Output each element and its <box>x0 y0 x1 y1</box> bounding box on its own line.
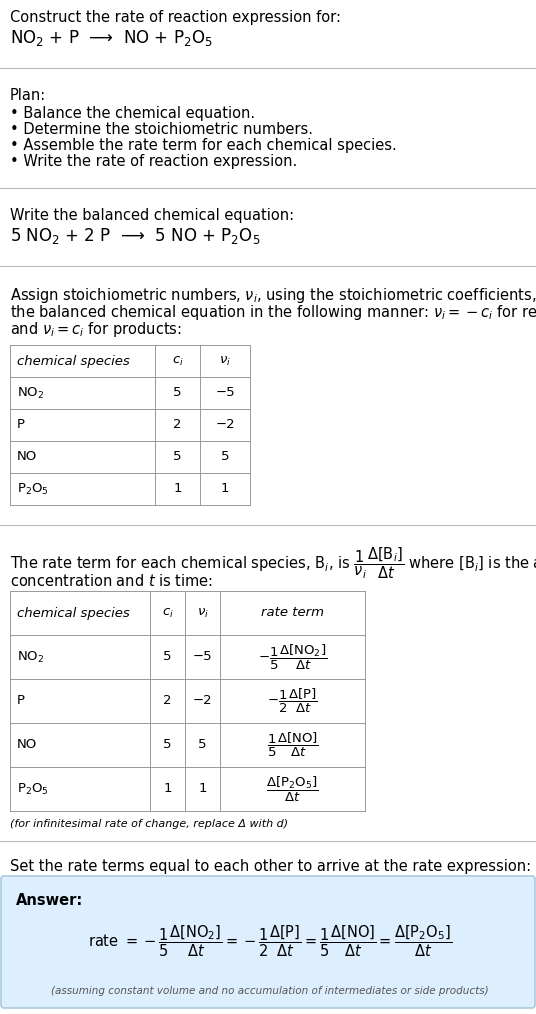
Text: NO$_2$: NO$_2$ <box>17 385 44 401</box>
Text: 2: 2 <box>163 695 172 708</box>
Text: Plan:: Plan: <box>10 88 46 103</box>
Text: NO: NO <box>17 450 37 463</box>
Text: −5: −5 <box>192 651 212 663</box>
Text: 5: 5 <box>198 738 207 751</box>
Text: rate term: rate term <box>261 606 324 620</box>
Text: P: P <box>17 695 25 708</box>
Text: concentration and $t$ is time:: concentration and $t$ is time: <box>10 573 213 589</box>
Text: NO$_2$ + P  ⟶  NO + P$_2$O$_5$: NO$_2$ + P ⟶ NO + P$_2$O$_5$ <box>10 28 213 48</box>
Text: 1: 1 <box>221 483 229 496</box>
Text: $\nu_i$: $\nu_i$ <box>197 606 209 620</box>
Text: The rate term for each chemical species, B$_i$, is $\dfrac{1}{\nu_i}\dfrac{\Delt: The rate term for each chemical species,… <box>10 545 536 581</box>
FancyBboxPatch shape <box>1 876 535 1008</box>
Text: 5 NO$_2$ + 2 P  ⟶  5 NO + P$_2$O$_5$: 5 NO$_2$ + 2 P ⟶ 5 NO + P$_2$O$_5$ <box>10 226 260 246</box>
Text: NO$_2$: NO$_2$ <box>17 649 44 664</box>
Text: $c_i$: $c_i$ <box>172 355 183 367</box>
Text: $\nu_i$: $\nu_i$ <box>219 355 231 367</box>
Text: Write the balanced chemical equation:: Write the balanced chemical equation: <box>10 208 294 223</box>
Text: the balanced chemical equation in the following manner: $\nu_i = -c_i$ for react: the balanced chemical equation in the fo… <box>10 303 536 322</box>
Text: P$_2$O$_5$: P$_2$O$_5$ <box>17 482 49 497</box>
Text: • Assemble the rate term for each chemical species.: • Assemble the rate term for each chemic… <box>10 138 397 153</box>
Text: 5: 5 <box>173 450 182 463</box>
Text: $\dfrac{\Delta[\mathrm{P_2O_5}]}{\Delta t}$: $\dfrac{\Delta[\mathrm{P_2O_5}]}{\Delta … <box>266 775 319 804</box>
Text: −2: −2 <box>192 695 212 708</box>
Text: • Write the rate of reaction expression.: • Write the rate of reaction expression. <box>10 154 297 169</box>
Text: Answer:: Answer: <box>16 893 83 908</box>
Text: 5: 5 <box>163 738 172 751</box>
Text: $-\dfrac{1}{5}\dfrac{\Delta[\mathrm{NO}_2]}{\Delta t}$: $-\dfrac{1}{5}\dfrac{\Delta[\mathrm{NO}_… <box>258 643 327 671</box>
Text: P$_2$O$_5$: P$_2$O$_5$ <box>17 782 49 797</box>
Text: 1: 1 <box>198 783 207 796</box>
Text: −5: −5 <box>215 386 235 400</box>
Text: Set the rate terms equal to each other to arrive at the rate expression:: Set the rate terms equal to each other t… <box>10 859 531 874</box>
Text: chemical species: chemical species <box>17 606 130 620</box>
Text: Construct the rate of reaction expression for:: Construct the rate of reaction expressio… <box>10 10 341 25</box>
Text: P: P <box>17 419 25 432</box>
Text: $c_i$: $c_i$ <box>161 606 174 620</box>
Text: 1: 1 <box>173 483 182 496</box>
Text: rate $= -\dfrac{1}{5}\dfrac{\Delta[\mathrm{NO}_2]}{\Delta t} = -\dfrac{1}{2}\dfr: rate $= -\dfrac{1}{5}\dfrac{\Delta[\math… <box>88 923 452 959</box>
Text: (assuming constant volume and no accumulation of intermediates or side products): (assuming constant volume and no accumul… <box>51 986 489 996</box>
Text: 2: 2 <box>173 419 182 432</box>
Text: NO: NO <box>17 738 37 751</box>
Text: chemical species: chemical species <box>17 355 130 367</box>
Text: 5: 5 <box>221 450 229 463</box>
Text: −2: −2 <box>215 419 235 432</box>
Text: • Balance the chemical equation.: • Balance the chemical equation. <box>10 106 255 121</box>
Text: (for infinitesimal rate of change, replace Δ with d): (for infinitesimal rate of change, repla… <box>10 819 288 829</box>
Text: $-\dfrac{1}{2}\dfrac{\Delta[\mathrm{P}]}{\Delta t}$: $-\dfrac{1}{2}\dfrac{\Delta[\mathrm{P}]}… <box>267 686 318 715</box>
Text: 1: 1 <box>163 783 172 796</box>
Text: Assign stoichiometric numbers, $\nu_i$, using the stoichiometric coefficients, $: Assign stoichiometric numbers, $\nu_i$, … <box>10 286 536 305</box>
Text: • Determine the stoichiometric numbers.: • Determine the stoichiometric numbers. <box>10 122 313 137</box>
Text: and $\nu_i = c_i$ for products:: and $\nu_i = c_i$ for products: <box>10 320 182 339</box>
Text: 5: 5 <box>163 651 172 663</box>
Text: $\dfrac{1}{5}\dfrac{\Delta[\mathrm{NO}]}{\Delta t}$: $\dfrac{1}{5}\dfrac{\Delta[\mathrm{NO}]}… <box>266 731 318 759</box>
Text: 5: 5 <box>173 386 182 400</box>
